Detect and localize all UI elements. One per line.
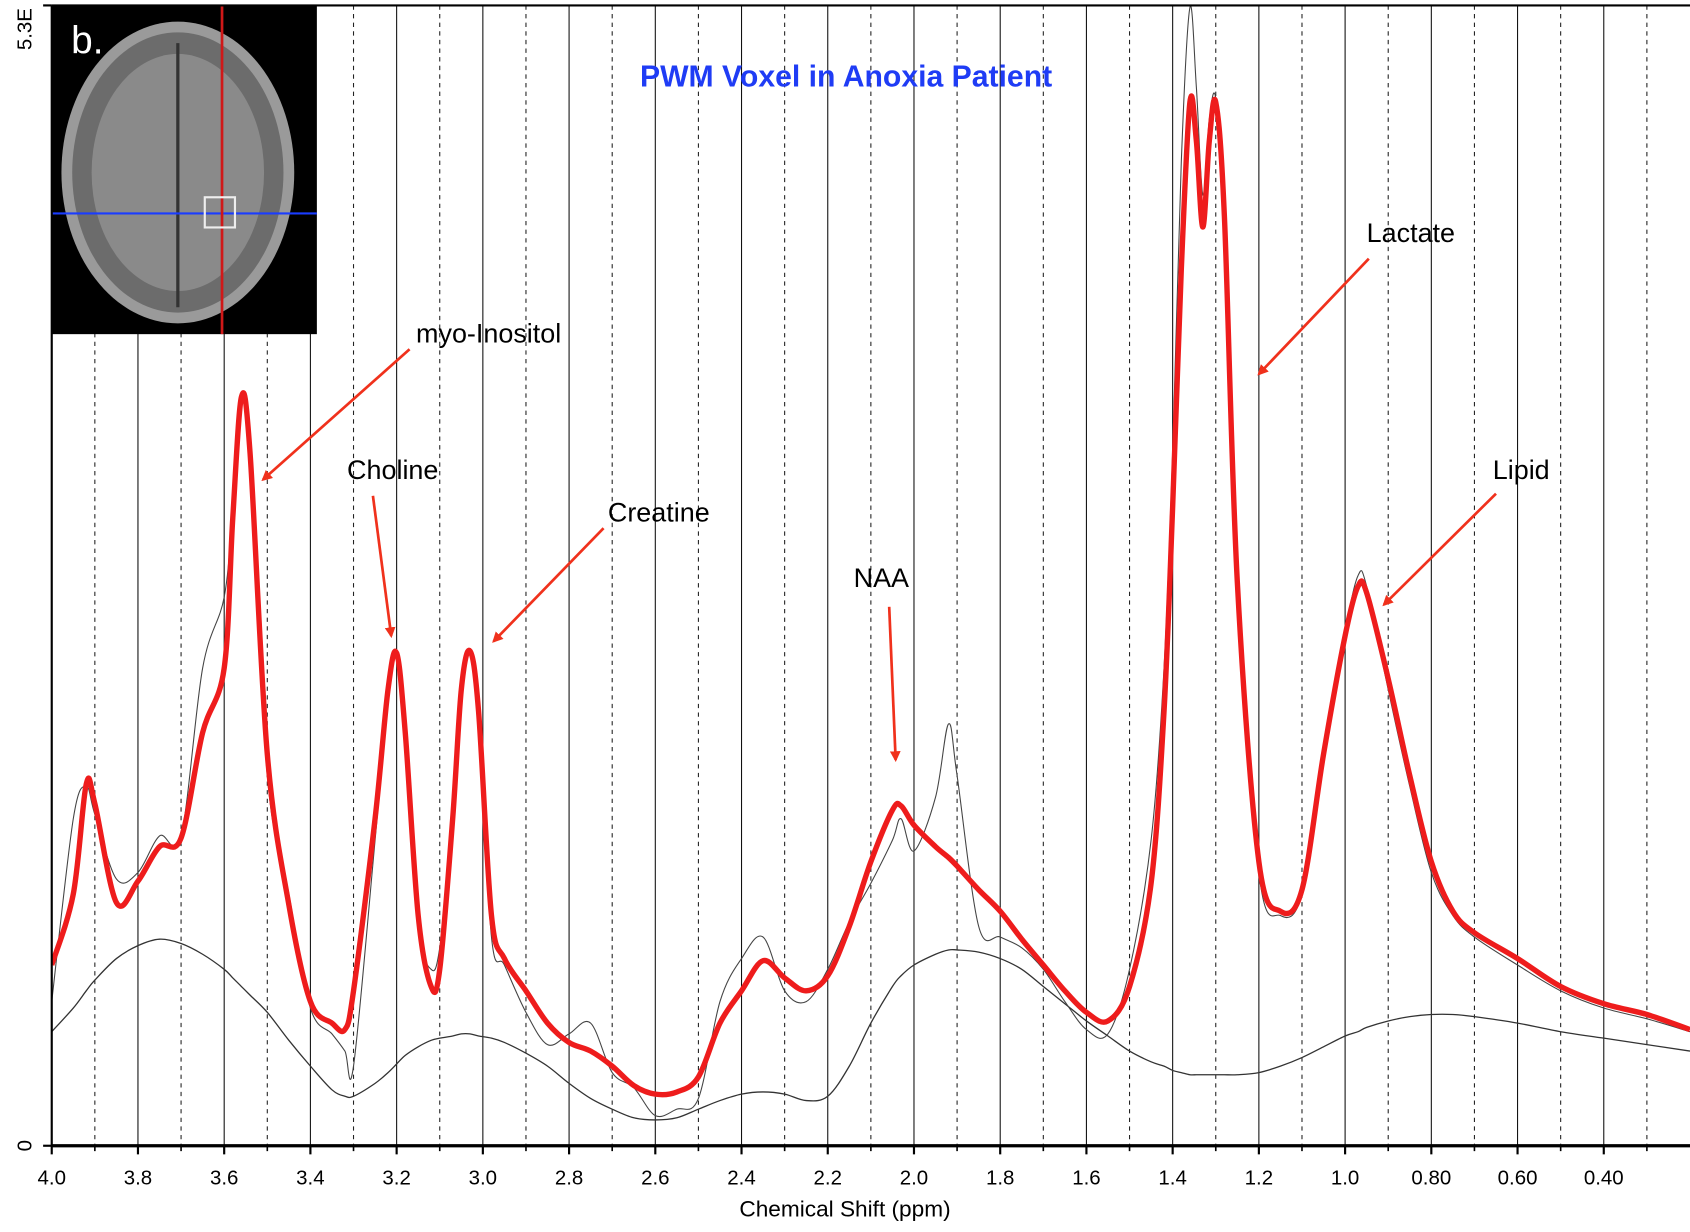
annotation-label: NAA <box>854 563 909 593</box>
x-axis-label: Chemical Shift (ppm) <box>739 1196 950 1221</box>
x-tick-label: 2.4 <box>727 1167 755 1190</box>
annotation-label: myo-Inositol <box>416 318 561 348</box>
annotation-arrow <box>492 527 605 643</box>
x-tick-label: 0.40 <box>1584 1167 1624 1190</box>
annotation-arrow <box>1257 257 1370 376</box>
x-tick-label: 1.2 <box>1245 1167 1273 1190</box>
inset-label: b. <box>71 19 103 62</box>
annotation-arrow <box>1382 492 1497 607</box>
series-line <box>51 938 1690 1121</box>
curves <box>51 5 1690 1121</box>
x-tick-label: 1.0 <box>1331 1167 1359 1190</box>
y-tick-label: 0 <box>13 1140 36 1151</box>
x-tick-label: 1.8 <box>986 1167 1014 1190</box>
axes: 4.0 3.8 3.6 3.4 3.2 3.0 2.8 2.6 2.4 2.2 2.0 1.8 1.6 1… <box>13 4 1690 1221</box>
annotation-label: Lipid <box>1493 455 1550 485</box>
y-tick-label: 5.3E <box>13 8 36 50</box>
inset-image: b. <box>51 5 317 335</box>
x-tick-label: 2.0 <box>900 1167 928 1190</box>
x-tick-label: 3.6 <box>210 1167 238 1190</box>
x-tick-label: 3.8 <box>124 1167 152 1190</box>
voxel-box <box>203 196 237 229</box>
x-tick-label: 2.8 <box>555 1167 583 1190</box>
x-tick-label: 1.4 <box>1158 1167 1186 1190</box>
x-tick-label: 3.4 <box>296 1167 324 1190</box>
x-tick-label: 2.2 <box>814 1167 842 1190</box>
annotation-label: Creatine <box>608 497 710 527</box>
annotation-arrow <box>261 348 411 482</box>
series-line <box>51 93 1690 1098</box>
x-tick-label: 0.60 <box>1498 1167 1538 1190</box>
x-tick-label: 0.80 <box>1411 1167 1451 1190</box>
x-tick-label: 4.0 <box>38 1167 66 1190</box>
x-tick-label: 2.6 <box>641 1167 669 1190</box>
annotation-arrow <box>371 495 396 639</box>
x-tick-label: 3.0 <box>469 1167 497 1190</box>
annotation-label: Choline <box>347 455 438 485</box>
annotation-label: Lactate <box>1367 218 1455 248</box>
chart-title: PWM Voxel in Anoxia Patient <box>640 61 1052 94</box>
annotation-arrow <box>887 606 901 763</box>
x-tick-label: 3.2 <box>382 1167 410 1190</box>
x-tick-label: 1.6 <box>1072 1167 1100 1190</box>
